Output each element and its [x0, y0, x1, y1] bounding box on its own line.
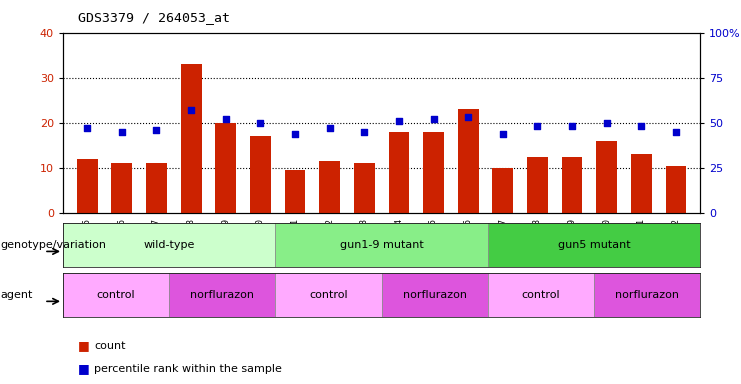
Text: GDS3379 / 264053_at: GDS3379 / 264053_at	[78, 12, 230, 25]
Bar	[423, 132, 444, 213]
Point	[670, 129, 682, 135]
Bar	[276, 273, 382, 317]
Bar	[216, 123, 236, 213]
Point	[393, 118, 405, 124]
Text: control: control	[97, 290, 136, 300]
Bar	[665, 166, 686, 213]
Bar	[63, 223, 276, 267]
Text: norflurazon: norflurazon	[190, 290, 254, 300]
Bar	[388, 132, 409, 213]
Bar	[458, 109, 479, 213]
Point	[289, 131, 301, 137]
Bar	[276, 223, 488, 267]
Text: norflurazon: norflurazon	[402, 290, 467, 300]
Bar	[631, 154, 652, 213]
Bar	[488, 223, 700, 267]
Text: agent: agent	[1, 290, 33, 300]
Point	[636, 123, 648, 129]
Bar	[382, 273, 488, 317]
Point	[359, 129, 370, 135]
Bar	[319, 161, 340, 213]
Point	[254, 120, 266, 126]
Bar	[285, 170, 305, 213]
Text: percentile rank within the sample: percentile rank within the sample	[94, 364, 282, 374]
Bar	[63, 273, 169, 317]
Point	[324, 125, 336, 131]
Text: gun5 mutant: gun5 mutant	[558, 240, 631, 250]
Bar	[488, 273, 594, 317]
Bar	[562, 157, 582, 213]
Bar	[597, 141, 617, 213]
Bar	[493, 168, 514, 213]
Bar	[594, 273, 700, 317]
Point	[150, 127, 162, 133]
Text: control: control	[309, 290, 348, 300]
Point	[220, 116, 232, 122]
Bar	[354, 164, 375, 213]
Text: norflurazon: norflurazon	[615, 290, 679, 300]
Point	[82, 125, 93, 131]
Text: ■: ■	[78, 339, 90, 352]
Point	[116, 129, 127, 135]
Bar	[527, 157, 548, 213]
Bar	[250, 136, 270, 213]
Point	[185, 107, 197, 113]
Bar	[77, 159, 98, 213]
Text: ■: ■	[78, 362, 90, 375]
Point	[531, 123, 543, 129]
Text: wild-type: wild-type	[144, 240, 195, 250]
Point	[428, 116, 439, 122]
Bar	[181, 64, 202, 213]
Text: control: control	[522, 290, 560, 300]
Text: gun1-9 mutant: gun1-9 mutant	[339, 240, 424, 250]
Text: genotype/variation: genotype/variation	[1, 240, 107, 250]
Bar	[169, 273, 276, 317]
Point	[601, 120, 613, 126]
Bar	[111, 164, 132, 213]
Point	[497, 131, 509, 137]
Point	[462, 114, 474, 121]
Point	[566, 123, 578, 129]
Bar	[146, 164, 167, 213]
Text: count: count	[94, 341, 126, 351]
